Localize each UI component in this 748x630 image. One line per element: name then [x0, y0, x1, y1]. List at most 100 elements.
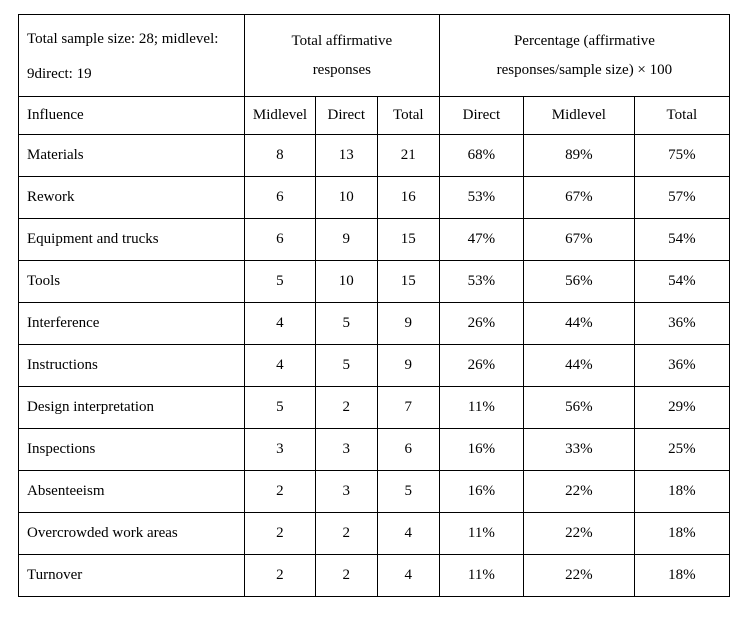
cell-pct-total: 75%	[634, 135, 729, 177]
cell-total: 15	[377, 219, 439, 261]
table-row: Absenteeism23516%22%18%	[19, 471, 730, 513]
row-label: Turnover	[19, 555, 245, 597]
cell-midlevel: 3	[244, 429, 315, 471]
cell-pct-total: 25%	[634, 429, 729, 471]
row-label: Rework	[19, 177, 245, 219]
cell-direct: 5	[315, 345, 377, 387]
table-row: Instructions45926%44%36%	[19, 345, 730, 387]
col-pct-direct: Direct	[439, 97, 523, 135]
cell-direct: 9	[315, 219, 377, 261]
sample-size-line1: Total sample size: 28; midlevel:	[27, 25, 236, 54]
col-pct-total: Total	[634, 97, 729, 135]
cell-midlevel: 4	[244, 345, 315, 387]
table-row: Inspections33616%33%25%	[19, 429, 730, 471]
cell-pct-total: 18%	[634, 555, 729, 597]
cell-pct-midlevel: 44%	[523, 345, 634, 387]
cell-pct-direct: 47%	[439, 219, 523, 261]
cell-total: 16	[377, 177, 439, 219]
row-label: Materials	[19, 135, 245, 177]
cell-direct: 13	[315, 135, 377, 177]
cell-pct-direct: 53%	[439, 261, 523, 303]
cell-pct-midlevel: 67%	[523, 219, 634, 261]
row-label: Interference	[19, 303, 245, 345]
cell-pct-total: 36%	[634, 303, 729, 345]
cell-pct-midlevel: 22%	[523, 471, 634, 513]
col-direct: Direct	[315, 97, 377, 135]
cell-midlevel: 6	[244, 219, 315, 261]
cell-pct-midlevel: 22%	[523, 555, 634, 597]
cell-pct-midlevel: 56%	[523, 261, 634, 303]
cell-direct: 2	[315, 555, 377, 597]
cell-midlevel: 8	[244, 135, 315, 177]
row-label: Overcrowded work areas	[19, 513, 245, 555]
col-total: Total	[377, 97, 439, 135]
cell-pct-direct: 26%	[439, 345, 523, 387]
affirmative-group-header: Total affirmative responses	[244, 15, 439, 97]
row-label: Absenteeism	[19, 471, 245, 513]
cell-direct: 10	[315, 177, 377, 219]
cell-pct-total: 57%	[634, 177, 729, 219]
affirmative-group-line2: responses	[249, 56, 435, 85]
sample-size-line2: 9direct: 19	[27, 60, 236, 89]
cell-pct-direct: 68%	[439, 135, 523, 177]
table-header-group-row: Total sample size: 28; midlevel: 9direct…	[19, 15, 730, 97]
cell-total: 4	[377, 513, 439, 555]
row-label: Design interpretation	[19, 387, 245, 429]
cell-pct-direct: 11%	[439, 513, 523, 555]
cell-direct: 5	[315, 303, 377, 345]
cell-midlevel: 4	[244, 303, 315, 345]
col-influence: Influence	[19, 97, 245, 135]
cell-direct: 10	[315, 261, 377, 303]
cell-pct-midlevel: 56%	[523, 387, 634, 429]
cell-direct: 3	[315, 429, 377, 471]
table-row: Turnover22411%22%18%	[19, 555, 730, 597]
cell-pct-midlevel: 22%	[523, 513, 634, 555]
cell-pct-total: 29%	[634, 387, 729, 429]
cell-pct-total: 18%	[634, 513, 729, 555]
col-midlevel: Midlevel	[244, 97, 315, 135]
cell-total: 4	[377, 555, 439, 597]
cell-total: 9	[377, 345, 439, 387]
table-row: Overcrowded work areas22411%22%18%	[19, 513, 730, 555]
table-container: Total sample size: 28; midlevel: 9direct…	[0, 0, 748, 630]
cell-pct-midlevel: 44%	[523, 303, 634, 345]
cell-direct: 2	[315, 387, 377, 429]
cell-total: 5	[377, 471, 439, 513]
table-row: Design interpretation52711%56%29%	[19, 387, 730, 429]
table-subheader-row: Influence Midlevel Direct Total Direct M…	[19, 97, 730, 135]
cell-direct: 2	[315, 513, 377, 555]
row-label: Inspections	[19, 429, 245, 471]
cell-pct-direct: 11%	[439, 555, 523, 597]
cell-midlevel: 5	[244, 261, 315, 303]
cell-total: 7	[377, 387, 439, 429]
cell-midlevel: 5	[244, 387, 315, 429]
percentage-group-header: Percentage (affirmative responses/sample…	[439, 15, 729, 97]
cell-total: 15	[377, 261, 439, 303]
data-table: Total sample size: 28; midlevel: 9direct…	[18, 14, 730, 597]
cell-pct-total: 18%	[634, 471, 729, 513]
cell-pct-direct: 11%	[439, 387, 523, 429]
cell-pct-direct: 16%	[439, 471, 523, 513]
sample-size-cell: Total sample size: 28; midlevel: 9direct…	[19, 15, 245, 97]
cell-midlevel: 6	[244, 177, 315, 219]
cell-pct-direct: 53%	[439, 177, 523, 219]
cell-midlevel: 2	[244, 471, 315, 513]
cell-pct-direct: 16%	[439, 429, 523, 471]
cell-midlevel: 2	[244, 555, 315, 597]
table-row: Tools5101553%56%54%	[19, 261, 730, 303]
row-label: Tools	[19, 261, 245, 303]
table-row: Rework6101653%67%57%	[19, 177, 730, 219]
cell-pct-total: 54%	[634, 261, 729, 303]
cell-total: 6	[377, 429, 439, 471]
affirmative-group-line1: Total affirmative	[249, 27, 435, 56]
table-row: Equipment and trucks691547%67%54%	[19, 219, 730, 261]
cell-pct-total: 36%	[634, 345, 729, 387]
cell-pct-midlevel: 67%	[523, 177, 634, 219]
percentage-group-line2: responses/sample size) × 100	[444, 56, 725, 85]
cell-pct-midlevel: 33%	[523, 429, 634, 471]
cell-midlevel: 2	[244, 513, 315, 555]
table-row: Materials8132168%89%75%	[19, 135, 730, 177]
percentage-group-line1: Percentage (affirmative	[444, 27, 725, 56]
cell-total: 9	[377, 303, 439, 345]
cell-pct-midlevel: 89%	[523, 135, 634, 177]
